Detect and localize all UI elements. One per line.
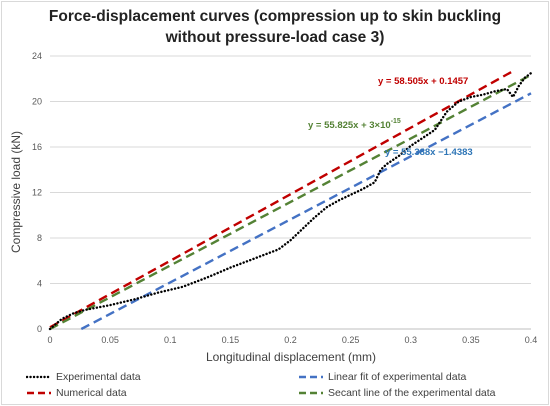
y-tick-label: 16	[32, 142, 42, 152]
x-tick-label: 0	[47, 335, 52, 345]
y-tick-label: 12	[32, 188, 42, 198]
equation-exponent: -15	[391, 118, 401, 125]
equation-label: y = 55.825x + 3×10-15	[308, 118, 401, 131]
series-line-secant-line-of-the-experimental-data	[49, 73, 532, 331]
y-tick-label: 0	[37, 324, 42, 334]
x-tick-label: 0.1	[164, 335, 177, 345]
x-axis-label: Longitudinal displacement (mm)	[206, 350, 376, 364]
y-tick-label: 4	[37, 279, 42, 289]
equation-label: y = 55.388x −1.4383	[385, 147, 473, 158]
series-line-experimental-data	[48, 71, 533, 331]
y-tick-label: 24	[32, 51, 42, 61]
x-tick-label: 0.3	[404, 335, 417, 345]
y-axis-label: Compressive load (kN)	[9, 131, 23, 253]
x-tick-label: 0.35	[462, 335, 480, 345]
y-tick-label: 8	[37, 233, 42, 243]
x-tick-label: 0.05	[101, 335, 119, 345]
series-line-linear-fit-of-experimental-data	[80, 92, 532, 331]
chart-title: Force-displacement curves (compression u…	[0, 6, 550, 48]
x-tick-label: 0.4	[525, 335, 538, 345]
series-line-numerical-data	[49, 70, 514, 329]
chart-title-line1: Force-displacement curves (compression u…	[48, 8, 502, 25]
x-tick-label: 0.2	[284, 335, 297, 345]
y-tick-label: 20	[32, 97, 42, 107]
equation-label: y = 58.505x + 0.1457	[378, 76, 468, 87]
x-tick-label: 0.25	[342, 335, 360, 345]
chart-title-line2: without pressure-load case 3)	[165, 29, 385, 46]
x-tick-label: 0.15	[222, 335, 240, 345]
